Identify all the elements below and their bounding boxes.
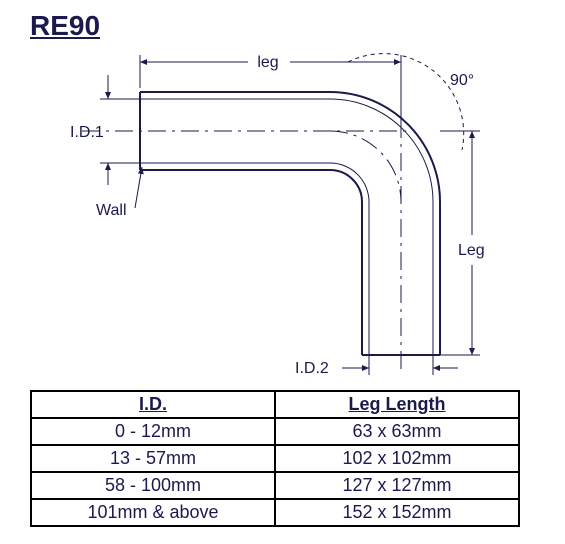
elbow-diagram: leg 90° I.D.1 Wall Leg I.D.2 <box>0 0 565 390</box>
cell-leg: 102 x 102mm <box>275 445 519 472</box>
dim-id2-label: I.D.2 <box>295 360 329 377</box>
spec-table: I.D. Leg Length 0 - 12mm 63 x 63mm 13 - … <box>30 390 520 527</box>
table-row: 101mm & above 152 x 152mm <box>31 499 519 526</box>
outline-inner-arc <box>330 170 362 202</box>
table-row: 0 - 12mm 63 x 63mm <box>31 418 519 445</box>
cell-leg: 63 x 63mm <box>275 418 519 445</box>
angle-label: 90° <box>450 72 474 89</box>
cell-id: 13 - 57mm <box>31 445 275 472</box>
dim-id1-label: I.D.1 <box>70 124 104 141</box>
table-header-row: I.D. Leg Length <box>31 391 519 418</box>
col-id: I.D. <box>31 391 275 418</box>
wall-label: Wall <box>96 202 127 219</box>
cell-leg: 127 x 127mm <box>275 472 519 499</box>
centerline-arc <box>330 131 401 202</box>
cell-leg: 152 x 152mm <box>275 499 519 526</box>
table-row: 58 - 100mm 127 x 127mm <box>31 472 519 499</box>
dim-leg-right-label: Leg <box>458 242 485 259</box>
wall-inner-arc <box>330 163 369 202</box>
wall-leader <box>135 167 142 208</box>
cell-id: 0 - 12mm <box>31 418 275 445</box>
dim-leg-top-label: leg <box>257 54 278 71</box>
outline-outer-arc <box>330 92 440 202</box>
wall-outer-arc <box>330 99 433 202</box>
table-row: 13 - 57mm 102 x 102mm <box>31 445 519 472</box>
col-leg-length: Leg Length <box>275 391 519 418</box>
angle-arc <box>348 54 464 150</box>
cell-id: 58 - 100mm <box>31 472 275 499</box>
cell-id: 101mm & above <box>31 499 275 526</box>
